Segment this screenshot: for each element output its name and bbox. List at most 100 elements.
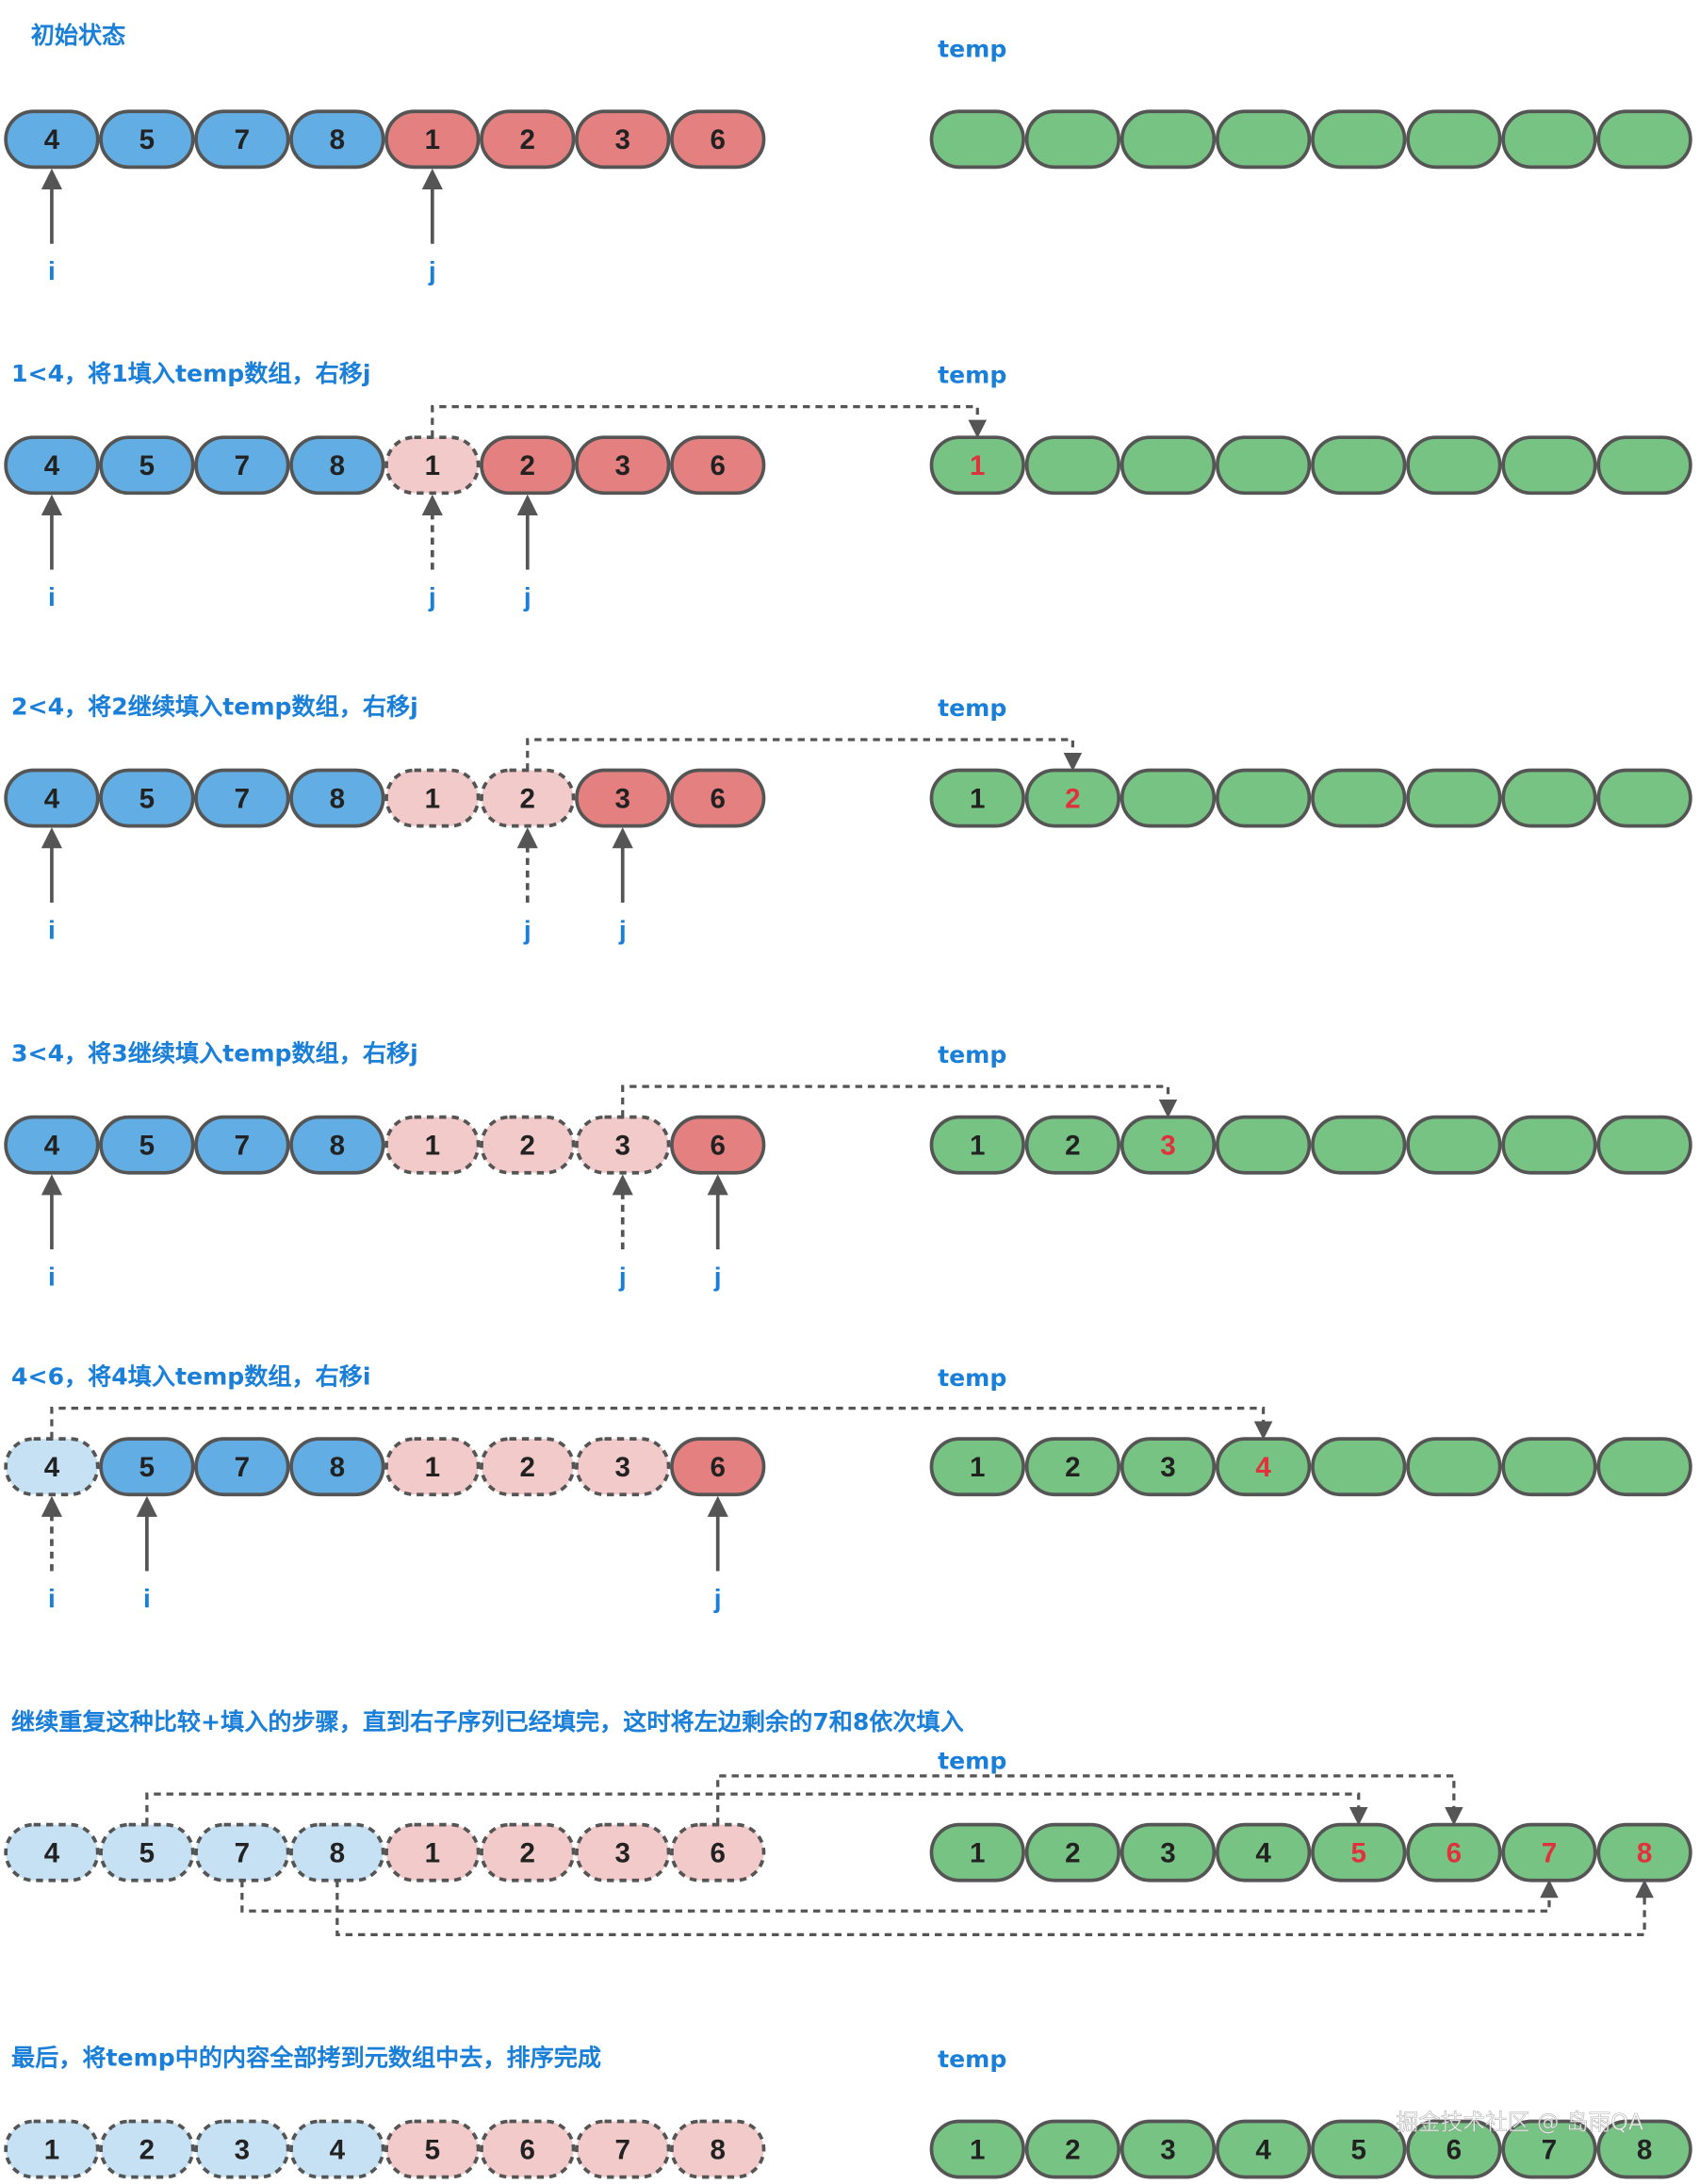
cell-value: 6 (710, 450, 725, 481)
cell-value: 4 (44, 1131, 60, 1162)
temp-cell (1120, 768, 1217, 828)
array-cell: 1 (384, 435, 481, 496)
cell-value: 4 (44, 124, 60, 155)
array-cell: 4 (4, 1115, 100, 1175)
temp-value: 6 (1447, 2134, 1462, 2165)
pointer-label-j: j (713, 1262, 722, 1291)
cell-value: 5 (139, 450, 155, 481)
cell-value: 5 (139, 1452, 155, 1483)
cell-value: 1 (425, 783, 440, 814)
temp-value: 4 (1255, 1452, 1271, 1483)
temp-cell: 4 (1215, 1437, 1312, 1497)
array-cell: 7 (194, 109, 290, 170)
step-6: 继续重复这种比较+填入的步骤，直到右子序列已经填完，这时将左边剩余的7和8依次填… (4, 1708, 1692, 1937)
temp-label: temp (938, 694, 1006, 722)
temp-cell (1406, 768, 1502, 828)
array-cell: 6 (670, 1115, 766, 1175)
array-cell: 3 (575, 768, 671, 828)
cell-value: 1 (425, 1452, 440, 1483)
cell-value: 4 (44, 1838, 60, 1869)
array-cell: 3 (575, 1822, 671, 1882)
temp-cell (1311, 1437, 1407, 1497)
temp-value: 3 (1160, 2134, 1175, 2165)
array-cell: 8 (289, 1822, 385, 1882)
array-cell: 1 (384, 109, 481, 170)
move-connector (240, 1879, 1559, 1913)
temp-value: 4 (1255, 2134, 1271, 2165)
pointer-label-j: j (523, 915, 531, 944)
cell-value: 5 (139, 124, 155, 155)
temp-cell (1024, 435, 1121, 496)
temp-cell (1406, 435, 1502, 496)
temp-cell (1215, 768, 1312, 828)
array-cell: 2 (480, 1115, 576, 1175)
array-cell: 2 (480, 109, 576, 170)
cell-value: 1 (425, 124, 440, 155)
cell-value: 4 (44, 450, 60, 481)
array-cell: 6 (670, 768, 766, 828)
temp-cell: 1 (929, 2119, 1025, 2179)
temp-cell (1215, 109, 1312, 170)
temp-cell (929, 109, 1025, 170)
temp-value: 1 (970, 1452, 985, 1483)
cell-value: 5 (139, 1838, 155, 1869)
pointer-label-j: j (618, 915, 627, 944)
temp-value: 2 (1065, 783, 1080, 814)
array-cell: 2 (480, 1437, 576, 1497)
temp-value: 2 (1065, 1131, 1080, 1162)
array-cell: 5 (384, 2119, 481, 2179)
temp-value: 7 (1542, 1838, 1557, 1869)
array-cell: 3 (575, 1115, 671, 1175)
step-4: 3<4，将3继续填入temp数组，右移j temp 4 5 7 8 1 2 3 6 1 2 3 i j j (4, 1039, 1692, 1291)
cell-value: 6 (710, 1131, 725, 1162)
temp-cell (1406, 1115, 1502, 1175)
array-cell: 3 (194, 2119, 290, 2179)
array-cell: 4 (4, 109, 100, 170)
cell-value: 8 (330, 783, 345, 814)
temp-label: temp (938, 2045, 1006, 2073)
array-cell: 5 (99, 1822, 195, 1882)
temp-cell: 4 (1215, 1822, 1312, 1882)
array-cell: 2 (480, 1822, 576, 1882)
array-cell: 8 (289, 109, 385, 170)
temp-value: 1 (970, 783, 985, 814)
temp-cell (1596, 768, 1692, 828)
pointer-label-i: i (48, 1262, 56, 1291)
cell-value: 5 (139, 783, 155, 814)
array-cell: 6 (670, 1822, 766, 1882)
array-cell: 2 (99, 2119, 195, 2179)
array-cell: 3 (575, 435, 671, 496)
temp-value: 3 (1160, 1131, 1175, 1162)
cell-value: 3 (615, 1452, 630, 1483)
cell-value: 4 (44, 783, 60, 814)
watermark: 掘金技术社区 @ 岛雨QA (1397, 2109, 1644, 2135)
temp-value: 1 (970, 1838, 985, 1869)
temp-label: temp (938, 1041, 1006, 1068)
array-cell: 5 (99, 435, 195, 496)
temp-label: temp (938, 1747, 1006, 1774)
temp-cell (1311, 109, 1407, 170)
temp-cell: 2 (1024, 1115, 1121, 1175)
cell-value: 8 (330, 450, 345, 481)
temp-cell (1501, 109, 1597, 170)
cell-value: 3 (235, 2134, 250, 2165)
array-cell: 2 (480, 768, 576, 828)
temp-cell (1215, 435, 1312, 496)
temp-cell: 6 (1406, 1822, 1502, 1882)
cell-value: 1 (425, 1131, 440, 1162)
temp-cell (1596, 1115, 1692, 1175)
step-1: 初始状态 temp 4 5 7 8 1 2 3 6 i j (4, 22, 1692, 285)
array-cell: 4 (4, 1822, 100, 1882)
array-cell: 4 (4, 435, 100, 496)
temp-label: temp (938, 36, 1006, 63)
array-cell: 1 (384, 1115, 481, 1175)
cell-value: 2 (520, 1452, 535, 1483)
step-5: 4<6，将4填入temp数组，右移i temp 4 5 7 8 1 2 3 6 1 2 3 4 i i j (4, 1362, 1692, 1613)
temp-cell (1501, 1437, 1597, 1497)
cell-value: 4 (44, 1452, 60, 1483)
array-cell: 8 (289, 768, 385, 828)
array-cell: 4 (4, 1437, 100, 1497)
temp-cell (1501, 1115, 1597, 1175)
temp-cell: 1 (929, 1437, 1025, 1497)
temp-cell: 1 (929, 435, 1025, 496)
